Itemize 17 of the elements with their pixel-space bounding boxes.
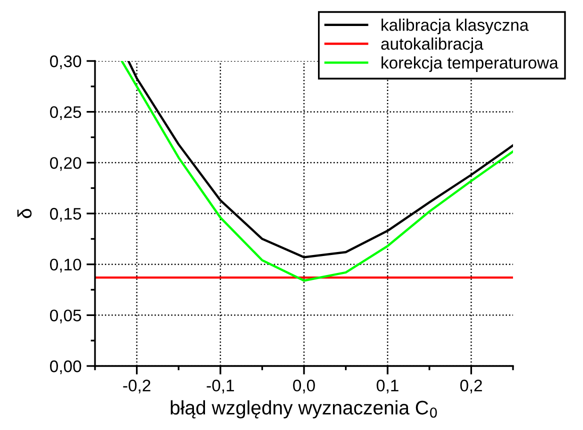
x-axis-title: błąd względny wyznaczenia C$_{0}$: [170, 400, 437, 418]
y-tick-label: 0,10: [50, 258, 82, 273]
x-tick-label: 0,1: [376, 380, 398, 394]
x-tick-label: -0,2: [123, 380, 150, 394]
x-tick-label: 0,0: [293, 380, 315, 394]
y-tick-label: 0,30: [50, 55, 82, 70]
y-tick-label: 0,00: [50, 360, 82, 374]
legend-label: autokalibracja: [381, 38, 484, 54]
y-tick-label: 0,15: [50, 208, 82, 222]
y-axis-title: δ: [17, 208, 32, 218]
y-tick-label: 0,20: [50, 157, 82, 171]
legend-label: korekcja temperaturowa: [382, 56, 558, 72]
y-tick-label: 0,25: [50, 106, 82, 120]
y-tick-label: 0,05: [50, 310, 82, 324]
x-tick-label: -0,1: [206, 380, 234, 394]
legend-label: kalibracja klasyczna: [382, 18, 529, 34]
x-tick-label: 0,2: [460, 380, 482, 394]
